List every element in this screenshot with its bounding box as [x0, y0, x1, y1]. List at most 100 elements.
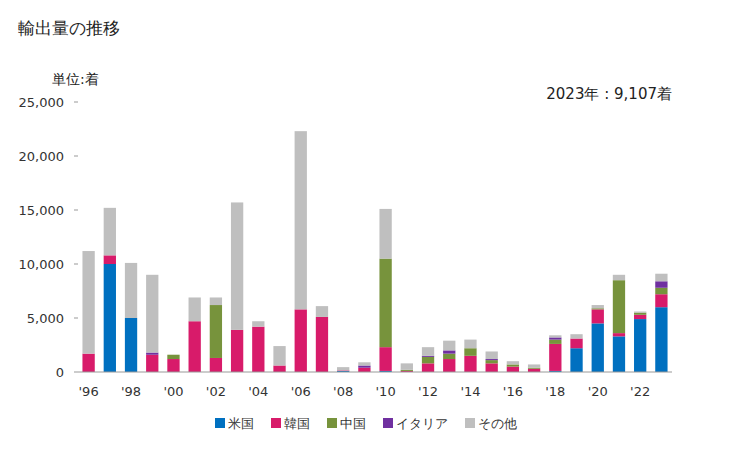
bar — [210, 358, 222, 372]
x-tick-label: '06 — [291, 384, 311, 399]
bar — [82, 354, 94, 372]
bar — [549, 340, 561, 344]
y-tick — [74, 156, 78, 157]
x-tick-label: '18 — [545, 384, 565, 399]
bar — [422, 357, 434, 363]
x-tick-label: '22 — [630, 384, 650, 399]
bar — [634, 312, 646, 313]
bar — [82, 251, 94, 354]
bar — [295, 131, 307, 309]
legend-label: 韓国 — [284, 416, 310, 431]
bar — [486, 363, 498, 372]
bar — [104, 208, 116, 256]
bar — [549, 335, 561, 337]
x-tick-label: '14 — [460, 384, 480, 399]
bar — [549, 344, 561, 371]
x-tick-label: '10 — [376, 384, 396, 399]
bar — [422, 363, 434, 372]
y-tick — [74, 102, 78, 103]
bar — [210, 305, 222, 358]
legend-label: イタリア — [396, 416, 448, 431]
bar — [655, 281, 667, 287]
bar — [210, 297, 222, 305]
bar — [464, 356, 476, 372]
bar — [634, 319, 646, 372]
bar — [613, 280, 625, 333]
bar — [358, 368, 370, 372]
bar — [167, 354, 179, 355]
bar — [273, 346, 285, 365]
bar — [337, 367, 349, 370]
bar — [379, 209, 391, 259]
legend: 米国韓国中国イタリアその他 — [215, 416, 517, 431]
y-tick-label: 15,000 — [19, 203, 65, 218]
bar — [146, 355, 158, 372]
bar — [443, 350, 455, 353]
bar — [273, 366, 285, 372]
bar — [528, 364, 540, 367]
legend-swatch — [271, 418, 281, 428]
y-tick-label: 20,000 — [19, 149, 65, 164]
bar — [655, 274, 667, 282]
bar — [486, 351, 498, 359]
x-tick-label: '00 — [163, 384, 183, 399]
legend-label: 中国 — [340, 416, 366, 431]
y-axis — [78, 102, 79, 372]
bar — [464, 340, 476, 349]
bar — [146, 275, 158, 353]
bar — [443, 341, 455, 351]
legend-swatch — [327, 418, 337, 428]
bar — [358, 362, 370, 365]
bar — [655, 288, 667, 294]
bar — [486, 359, 498, 360]
bar — [570, 348, 582, 372]
bar — [528, 368, 540, 369]
bar — [125, 318, 137, 372]
bar — [189, 297, 201, 321]
y-tick-label: 5,000 — [27, 311, 64, 326]
legend-label: その他 — [478, 416, 517, 431]
bar — [592, 308, 604, 309]
bar — [634, 315, 646, 319]
bar — [379, 347, 391, 371]
x-tick-label: '96 — [79, 384, 99, 399]
bar — [252, 321, 264, 326]
bar — [592, 309, 604, 323]
x-tick-label: '16 — [503, 384, 523, 399]
x-axis — [78, 372, 672, 373]
bar — [422, 356, 434, 357]
bar — [634, 312, 646, 313]
chart-svg: 輸出量の推移単位:着2023年 : 9,107着05,00010,00015,0… — [0, 0, 729, 450]
bar — [295, 309, 307, 372]
bar — [189, 321, 201, 372]
bar — [613, 275, 625, 280]
bar — [252, 327, 264, 372]
bar — [401, 363, 413, 369]
bar — [634, 313, 646, 315]
bar — [507, 361, 519, 364]
x-tick-label: '20 — [588, 384, 608, 399]
bar — [231, 330, 243, 372]
bar — [167, 359, 179, 372]
bar — [443, 359, 455, 372]
bar — [549, 337, 561, 339]
bar — [316, 306, 328, 317]
annotation: 2023年 : 9,107着 — [546, 85, 672, 103]
bar — [316, 317, 328, 372]
bar — [125, 263, 137, 318]
bar — [167, 355, 179, 359]
bar — [592, 323, 604, 372]
bar — [613, 333, 625, 336]
y-tick-label: 25,000 — [19, 95, 65, 110]
y-tick — [74, 264, 78, 265]
y-tick-label: 10,000 — [19, 257, 65, 272]
bar — [486, 360, 498, 363]
legend-swatch — [215, 418, 225, 428]
bar — [655, 307, 667, 372]
bar — [570, 339, 582, 349]
bar — [167, 354, 179, 355]
bar — [358, 366, 370, 368]
legend-swatch — [465, 418, 475, 428]
x-tick-label: '12 — [418, 384, 438, 399]
bar — [613, 336, 625, 372]
